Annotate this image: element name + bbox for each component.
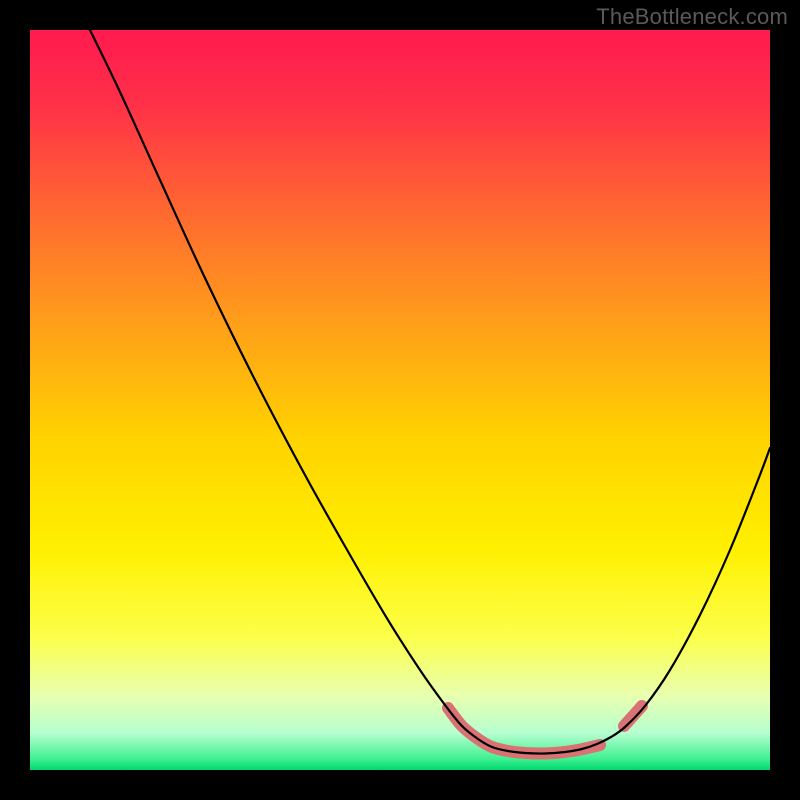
plot-area: [30, 30, 770, 770]
figure-frame: TheBottleneck.com: [0, 0, 800, 800]
bottleneck-chart: [30, 30, 770, 770]
watermark-text: TheBottleneck.com: [596, 4, 788, 30]
heat-gradient-background: [30, 30, 770, 770]
